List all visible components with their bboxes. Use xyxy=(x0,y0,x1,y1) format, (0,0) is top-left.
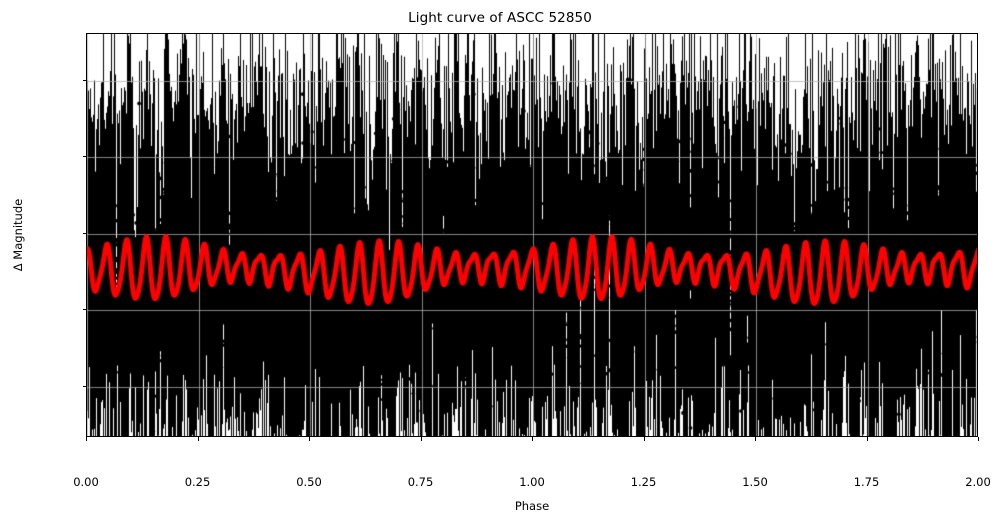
x-tick-label: 0.25 xyxy=(184,475,211,489)
chart-title: Light curve of ASCC 52850 xyxy=(408,10,592,26)
x-tick-label: 0.00 xyxy=(73,475,99,489)
y-axis-label: Δ Magnitude xyxy=(11,198,25,272)
x-tick-label: 0.75 xyxy=(407,475,434,489)
plot-axes xyxy=(86,33,978,437)
x-tick-label: 1.25 xyxy=(630,475,657,489)
x-tick-label: 0.50 xyxy=(296,475,322,489)
x-tick-mark xyxy=(86,437,87,441)
x-tick-label: 2.00 xyxy=(965,475,991,489)
x-tick-mark xyxy=(309,437,310,441)
x-tick-mark xyxy=(755,437,756,441)
x-tick-label: 1.00 xyxy=(519,475,545,489)
figure-canvas: Light curve of ASCC 52850 0.00 0.25 0.50 0.… xyxy=(11,10,991,513)
x-tick-mark xyxy=(532,437,533,441)
x-tick-label: 1.75 xyxy=(853,475,880,489)
x-tick-label: 1.50 xyxy=(742,475,768,489)
plot-area-wrapper: 0.000.250.500.751.001.251.501.752.00−0.0… xyxy=(11,33,991,513)
x-tick-mark xyxy=(420,437,422,441)
x-tick-mark xyxy=(866,437,868,441)
x-axis-label: Phase xyxy=(514,499,550,513)
light-curve-plot xyxy=(87,34,977,436)
x-tick-mark xyxy=(197,437,199,441)
x-tick-mark xyxy=(643,437,645,441)
x-tick-mark xyxy=(978,437,979,441)
